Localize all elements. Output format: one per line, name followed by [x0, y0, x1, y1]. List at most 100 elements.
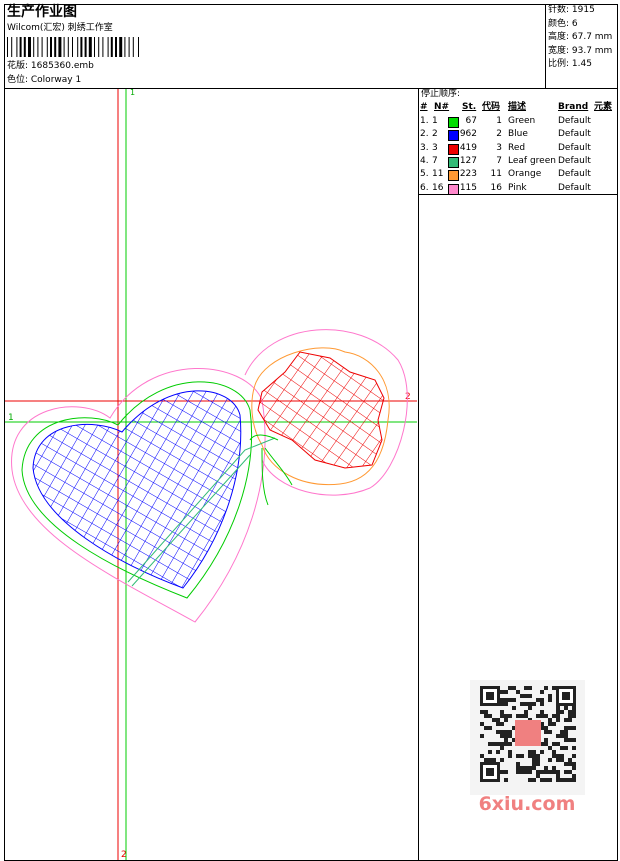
cell-brand: Default	[558, 169, 591, 180]
cell-needle: 7	[432, 155, 438, 166]
qr-module	[540, 722, 544, 726]
cell-needle: 11	[432, 169, 444, 180]
qr-module	[560, 778, 564, 782]
qr-module	[548, 746, 552, 750]
cell-index: 1.	[420, 116, 429, 126]
qr-module	[564, 726, 568, 730]
qr-module	[532, 766, 536, 770]
bar-stripe	[84, 37, 87, 57]
qr-module	[500, 730, 504, 734]
barcode	[7, 37, 139, 57]
qr-module	[500, 722, 504, 726]
qr-module	[528, 686, 532, 690]
qr-module	[544, 686, 548, 690]
qr-module	[528, 750, 532, 754]
qr-module	[536, 770, 540, 774]
qr-module	[540, 698, 544, 702]
qr-module	[516, 766, 520, 770]
qr-module	[512, 706, 516, 710]
column-header: 描述	[508, 102, 527, 112]
qr-module	[556, 770, 560, 774]
qr-module	[564, 778, 568, 782]
qr-module	[536, 754, 540, 758]
qr-module	[528, 706, 532, 710]
bar-stripe	[102, 37, 104, 57]
qr-module	[508, 698, 512, 702]
qr-module	[568, 714, 572, 718]
qr-module	[528, 754, 532, 758]
cell-stitches: 67	[465, 116, 477, 126]
qr-module	[572, 754, 576, 758]
bar-stripe	[7, 37, 8, 57]
cell-stitches: 127	[459, 155, 477, 166]
qr-module	[568, 762, 572, 766]
heart-fill	[32, 390, 242, 589]
qr-module	[484, 726, 488, 730]
color-swatch	[448, 156, 459, 168]
bar-stripe	[46, 37, 48, 57]
cell-stitches: 962	[459, 129, 477, 140]
qr-module	[540, 778, 544, 782]
qr-module	[568, 710, 572, 714]
qr-module	[568, 758, 572, 762]
cell-needle: 1	[432, 116, 438, 126]
bar-stripe	[58, 37, 62, 57]
qr-module	[516, 770, 520, 774]
qr-module	[520, 766, 524, 770]
qr-module	[548, 758, 552, 762]
qr-module	[532, 754, 536, 758]
bar-stripe	[50, 37, 52, 57]
qr-module	[512, 686, 516, 690]
qr-module	[548, 730, 552, 734]
qr-module	[556, 774, 560, 778]
summary-item: 高度: 67.7 mm	[548, 32, 613, 42]
bar-stripe	[124, 37, 126, 57]
bar-stripe	[72, 37, 73, 57]
qr-module	[520, 702, 524, 706]
qr-module	[552, 722, 556, 726]
qr-module	[516, 690, 520, 694]
bar-stripe	[119, 37, 123, 57]
qr-module	[480, 754, 484, 758]
qr-module	[500, 698, 504, 702]
qr-module	[500, 758, 504, 762]
qr-module	[508, 754, 512, 758]
bar-stripe	[11, 37, 13, 57]
qr-module	[556, 754, 560, 758]
qr-module	[524, 770, 528, 774]
colorway: 色位: Colorway 1	[7, 75, 82, 85]
cell-index: 4.	[420, 155, 429, 166]
qr-module	[564, 734, 568, 738]
qr-module	[536, 714, 540, 718]
stem	[127, 437, 276, 587]
embroidery	[11, 329, 408, 623]
qr-module	[500, 710, 504, 714]
qr-module	[548, 694, 552, 698]
cell-stitches: 115	[459, 182, 477, 193]
bar-stripe	[63, 37, 65, 57]
qr-module	[572, 706, 576, 710]
qr-module	[532, 702, 536, 706]
title: 生产作业图	[7, 4, 77, 20]
qr-module	[544, 766, 548, 770]
qr-module	[524, 702, 528, 706]
cell-index: 6.	[420, 182, 429, 193]
column-header: N#	[434, 102, 450, 112]
qr-module	[528, 766, 532, 770]
sequence-box	[418, 88, 618, 195]
cell-description: Orange	[508, 169, 542, 180]
qr-module	[480, 722, 484, 726]
qr-module	[536, 774, 540, 778]
qr-module	[500, 770, 504, 774]
qr-module	[532, 762, 536, 766]
qr-module	[500, 714, 504, 718]
cell-description: Leaf green	[508, 155, 556, 166]
qr-module	[496, 730, 500, 734]
qr-module	[564, 738, 568, 742]
qr-module	[500, 742, 504, 746]
qr-module	[488, 726, 492, 730]
summary-item: 比例: 1.45	[548, 59, 592, 69]
qr-module	[488, 758, 492, 762]
qr-module	[552, 686, 556, 690]
bar-stripe	[41, 37, 43, 57]
